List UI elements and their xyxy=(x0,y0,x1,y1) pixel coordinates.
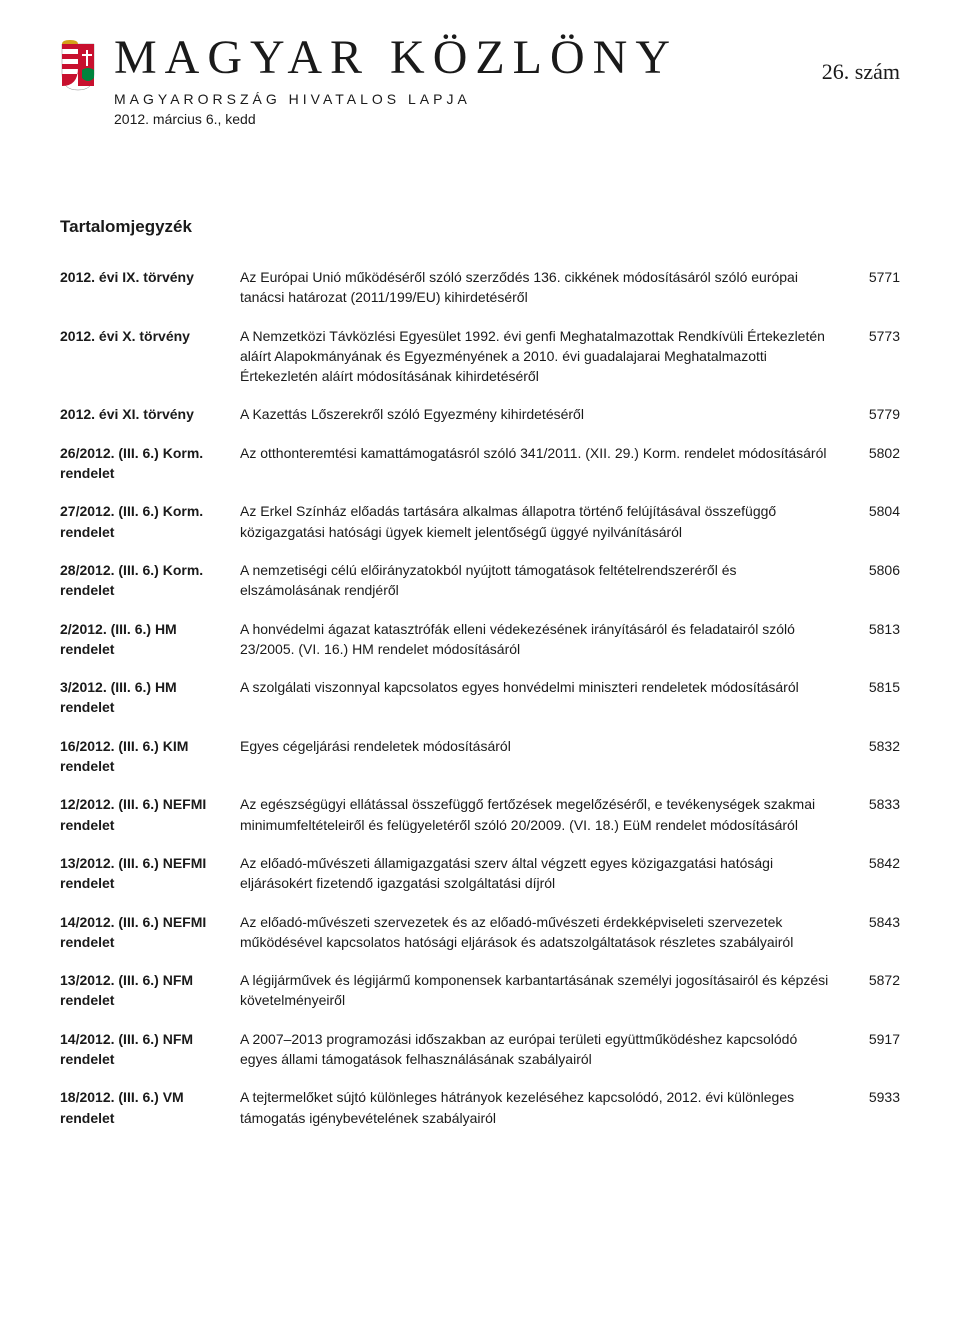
title-row: MAGYAR KÖZLÖNY 26. szám xyxy=(114,30,900,85)
toc-entry-page: 5815 xyxy=(852,677,900,697)
toc-entry-title: A tejtermelőket sújtó különleges hátrány… xyxy=(240,1087,852,1128)
toc-entry-ref: 2012. évi XI. törvény xyxy=(60,404,240,424)
toc-entry-ref: 16/2012. (III. 6.) KIM rendelet xyxy=(60,736,240,777)
toc-entry-page: 5832 xyxy=(852,736,900,756)
toc-heading: Tartalomjegyzék xyxy=(60,217,900,237)
toc-entry-page: 5833 xyxy=(852,794,900,814)
toc-entry-ref: 12/2012. (III. 6.) NEFMI rendelet xyxy=(60,794,240,835)
issue-date: 2012. március 6., kedd xyxy=(114,111,900,127)
toc-entry-page: 5872 xyxy=(852,970,900,990)
toc-row: 16/2012. (III. 6.) KIM rendeletEgyes cég… xyxy=(60,736,900,777)
toc-entry-title: A Nemzetközi Távközlési Egyesület 1992. … xyxy=(240,326,852,387)
toc-entry-page: 5917 xyxy=(852,1029,900,1049)
issue-number: 26. szám xyxy=(822,59,900,85)
toc-row: 2012. évi IX. törvényAz Európai Unió műk… xyxy=(60,267,900,308)
toc-row: 14/2012. (III. 6.) NEFMI rendeletAz előa… xyxy=(60,912,900,953)
toc-entry-title: Az előadó-művészeti szervezetek és az el… xyxy=(240,912,852,953)
toc-entry-page: 5813 xyxy=(852,619,900,639)
toc-entry-page: 5771 xyxy=(852,267,900,287)
toc-entry-title: Az otthonteremtési kamattámogatásról szó… xyxy=(240,443,852,463)
toc-row: 2012. évi XI. törvényA Kazettás Lőszerek… xyxy=(60,404,900,424)
toc-entry-ref: 13/2012. (III. 6.) NFM rendelet xyxy=(60,970,240,1011)
toc-entry-title: Az Európai Unió működéséről szóló szerző… xyxy=(240,267,852,308)
toc-entry-title: A nemzetiségi célú előirányzatokból nyúj… xyxy=(240,560,852,601)
toc-entry-ref: 14/2012. (III. 6.) NEFMI rendelet xyxy=(60,912,240,953)
toc-entry-page: 5843 xyxy=(852,912,900,932)
toc-entry-page: 5804 xyxy=(852,501,900,521)
toc-entry-page: 5806 xyxy=(852,560,900,580)
toc-row: 13/2012. (III. 6.) NEFMI rendeletAz előa… xyxy=(60,853,900,894)
toc-table: 2012. évi IX. törvényAz Európai Unió műk… xyxy=(60,267,900,1128)
toc-entry-page: 5773 xyxy=(852,326,900,346)
toc-row: 28/2012. (III. 6.) Korm. rendeletA nemze… xyxy=(60,560,900,601)
page-container: MAGYAR KÖZLÖNY 26. szám MAGYARORSZÁG HIV… xyxy=(0,0,960,1186)
toc-entry-ref: 3/2012. (III. 6.) HM rendelet xyxy=(60,677,240,718)
toc-entry-ref: 2012. évi IX. törvény xyxy=(60,267,240,287)
masthead: MAGYAR KÖZLÖNY 26. szám MAGYARORSZÁG HIV… xyxy=(60,30,900,127)
toc-entry-title: A szolgálati viszonnyal kapcsolatos egye… xyxy=(240,677,852,697)
toc-entry-page: 5802 xyxy=(852,443,900,463)
toc-entry-ref: 28/2012. (III. 6.) Korm. rendelet xyxy=(60,560,240,601)
toc-entry-ref: 2012. évi X. törvény xyxy=(60,326,240,346)
toc-entry-title: Az előadó-művészeti államigazgatási szer… xyxy=(240,853,852,894)
toc-entry-ref: 26/2012. (III. 6.) Korm. rendelet xyxy=(60,443,240,484)
toc-entry-page: 5779 xyxy=(852,404,900,424)
title-block: MAGYAR KÖZLÖNY 26. szám MAGYARORSZÁG HIV… xyxy=(114,30,900,127)
toc-row: 26/2012. (III. 6.) Korm. rendeletAz otth… xyxy=(60,443,900,484)
publication-title: MAGYAR KÖZLÖNY xyxy=(114,30,678,85)
toc-row: 14/2012. (III. 6.) NFM rendeletA 2007–20… xyxy=(60,1029,900,1070)
toc-row: 27/2012. (III. 6.) Korm. rendeletAz Erke… xyxy=(60,501,900,542)
toc-row: 13/2012. (III. 6.) NFM rendeletA légijár… xyxy=(60,970,900,1011)
toc-entry-title: A 2007–2013 programozási időszakban az e… xyxy=(240,1029,852,1070)
toc-entry-title: Az Erkel Színház előadás tartására alkal… xyxy=(240,501,852,542)
toc-entry-title: A Kazettás Lőszerekről szóló Egyezmény k… xyxy=(240,404,852,424)
toc-entry-title: A légijárművek és légijármű komponensek … xyxy=(240,970,852,1011)
publication-subtitle: MAGYARORSZÁG HIVATALOS LAPJA xyxy=(114,91,900,107)
toc-entry-title: Az egészségügyi ellátással összefüggő fe… xyxy=(240,794,852,835)
toc-entry-ref: 2/2012. (III. 6.) HM rendelet xyxy=(60,619,240,660)
toc-entry-title: Egyes cégeljárási rendeletek módosításár… xyxy=(240,736,852,756)
toc-row: 12/2012. (III. 6.) NEFMI rendeletAz egés… xyxy=(60,794,900,835)
toc-entry-ref: 14/2012. (III. 6.) NFM rendelet xyxy=(60,1029,240,1070)
toc-row: 3/2012. (III. 6.) HM rendeletA szolgálat… xyxy=(60,677,900,718)
toc-entry-ref: 13/2012. (III. 6.) NEFMI rendelet xyxy=(60,853,240,894)
toc-entry-ref: 18/2012. (III. 6.) VM rendelet xyxy=(60,1087,240,1128)
toc-entry-page: 5933 xyxy=(852,1087,900,1107)
coat-of-arms-icon xyxy=(60,40,96,92)
toc-entry-page: 5842 xyxy=(852,853,900,873)
toc-entry-title: A honvédelmi ágazat katasztrófák elleni … xyxy=(240,619,852,660)
toc-row: 2012. évi X. törvényA Nemzetközi Távközl… xyxy=(60,326,900,387)
toc-entry-ref: 27/2012. (III. 6.) Korm. rendelet xyxy=(60,501,240,542)
toc-row: 2/2012. (III. 6.) HM rendeletA honvédelm… xyxy=(60,619,900,660)
toc-row: 18/2012. (III. 6.) VM rendeletA tejterme… xyxy=(60,1087,900,1128)
